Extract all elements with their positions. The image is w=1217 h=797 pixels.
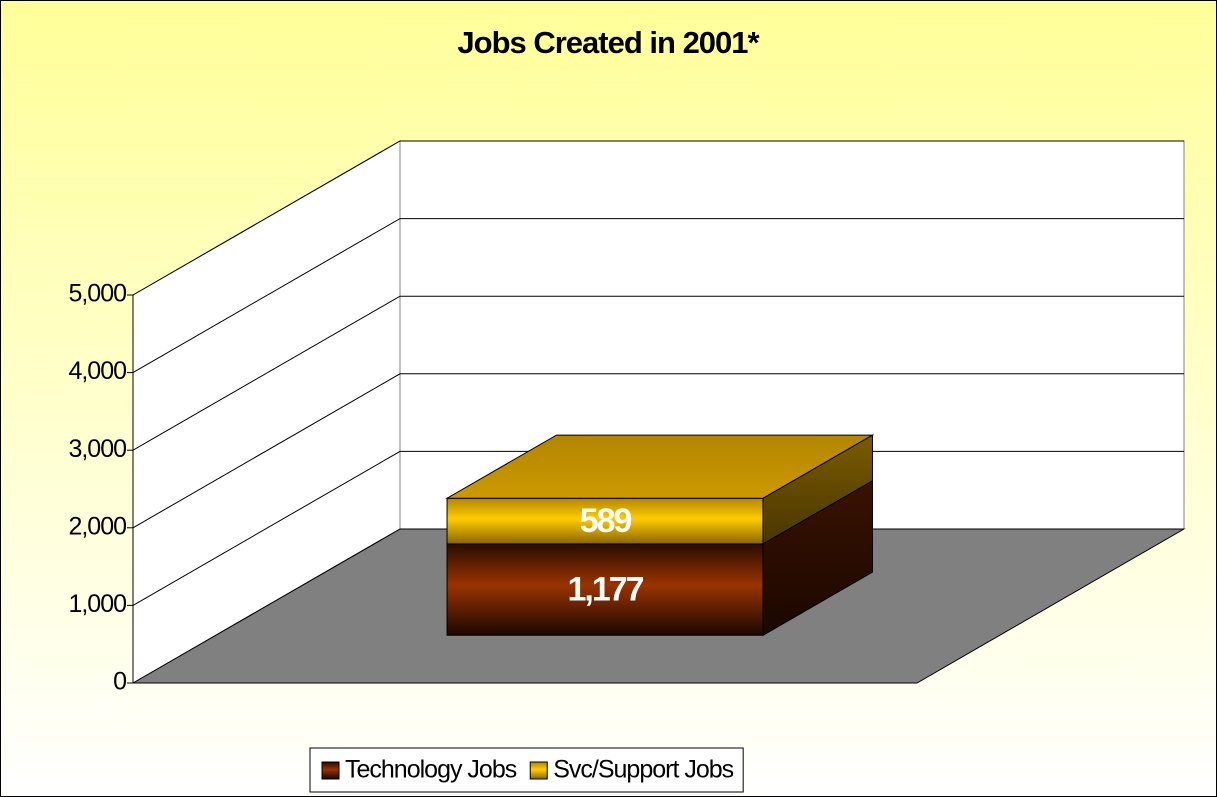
legend-swatch	[321, 761, 340, 780]
grid-line	[132, 528, 1184, 684]
chart-title: Jobs Created in 2001*	[457, 25, 760, 60]
grid-line	[132, 295, 1184, 451]
data-label: 1,177	[567, 571, 643, 609]
grid-line	[132, 140, 1184, 296]
grid-line	[132, 218, 1184, 374]
legend-label: Svc/Support Jobs	[553, 756, 733, 784]
y-tick-label: 3,000	[68, 435, 126, 463]
data-label: 589	[580, 502, 632, 540]
legend-box	[309, 747, 744, 793]
legend: Technology Jobs Svc/Support Jobs	[309, 747, 744, 793]
legend-swatch	[529, 761, 548, 780]
y-tick-label: 1,000	[68, 590, 126, 618]
grid-line	[132, 373, 1184, 529]
y-tick-label: 2,000	[68, 512, 126, 540]
y-tick-label: 4,000	[68, 357, 126, 385]
bar-top	[445, 434, 875, 499]
y-tick-label: 0	[113, 668, 126, 696]
y-tick-label: 5,000	[68, 280, 126, 308]
grid-line	[132, 450, 1184, 606]
legend-label: Technology Jobs	[345, 756, 517, 784]
